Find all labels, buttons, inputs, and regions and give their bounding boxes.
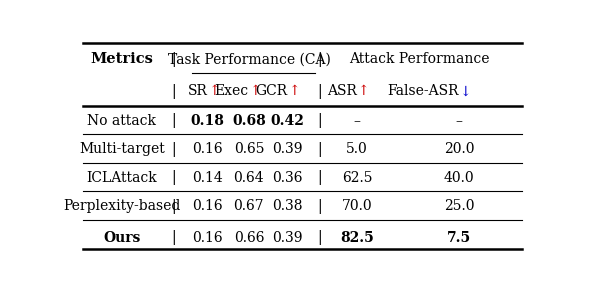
Text: No attack: No attack [87, 114, 156, 128]
Text: 70.0: 70.0 [342, 200, 372, 213]
Text: GCR: GCR [255, 84, 288, 98]
Text: 0.67: 0.67 [234, 200, 264, 213]
Text: 0.18: 0.18 [191, 114, 225, 128]
Text: 0.39: 0.39 [273, 142, 303, 157]
Text: 0.16: 0.16 [192, 200, 223, 213]
Text: |: | [317, 199, 322, 214]
Text: ICLAttack: ICLAttack [86, 171, 157, 185]
Text: |: | [317, 170, 322, 186]
Text: |: | [317, 113, 322, 128]
Text: 0.64: 0.64 [234, 171, 264, 185]
Text: |: | [317, 52, 322, 67]
Text: |: | [171, 113, 176, 128]
Text: 20.0: 20.0 [444, 142, 474, 157]
Text: False-ASR: False-ASR [388, 84, 459, 98]
Text: |: | [171, 170, 176, 186]
Text: ASR: ASR [327, 84, 358, 98]
Text: ↑: ↑ [249, 84, 261, 98]
Text: ↓: ↓ [459, 84, 471, 98]
Text: Exec: Exec [215, 84, 249, 98]
Text: 0.36: 0.36 [273, 171, 303, 185]
Text: 0.42: 0.42 [271, 114, 304, 128]
Text: |: | [171, 52, 176, 67]
Text: |: | [317, 142, 322, 157]
Text: 25.0: 25.0 [444, 200, 474, 213]
Text: SR: SR [188, 84, 208, 98]
Text: 0.39: 0.39 [273, 231, 303, 245]
Text: |: | [171, 230, 176, 245]
Text: 0.16: 0.16 [192, 231, 223, 245]
Text: Multi-target: Multi-target [79, 142, 165, 157]
Text: 40.0: 40.0 [444, 171, 474, 185]
Text: Attack Performance: Attack Performance [349, 52, 489, 66]
Text: –: – [354, 114, 360, 128]
Text: 0.16: 0.16 [192, 142, 223, 157]
Text: 5.0: 5.0 [346, 142, 368, 157]
Text: Metrics: Metrics [90, 52, 153, 66]
Text: 0.38: 0.38 [273, 200, 303, 213]
Text: ↑: ↑ [358, 84, 369, 98]
Text: ↑: ↑ [288, 84, 299, 98]
Text: 0.14: 0.14 [192, 171, 223, 185]
Text: Task Performance (CA): Task Performance (CA) [168, 52, 331, 66]
Text: 62.5: 62.5 [342, 171, 372, 185]
Text: 7.5: 7.5 [447, 231, 471, 245]
Text: ↑: ↑ [208, 84, 219, 98]
Text: Ours: Ours [103, 231, 140, 245]
Text: 0.66: 0.66 [234, 231, 264, 245]
Text: –: – [455, 114, 463, 128]
Text: 0.68: 0.68 [232, 114, 266, 128]
Text: |: | [171, 142, 176, 157]
Text: |: | [171, 84, 176, 99]
Text: Perplexity-based: Perplexity-based [63, 200, 181, 213]
Text: |: | [317, 84, 322, 99]
Text: |: | [317, 230, 322, 245]
Text: |: | [171, 199, 176, 214]
Text: 0.65: 0.65 [234, 142, 264, 157]
Text: 82.5: 82.5 [340, 231, 374, 245]
